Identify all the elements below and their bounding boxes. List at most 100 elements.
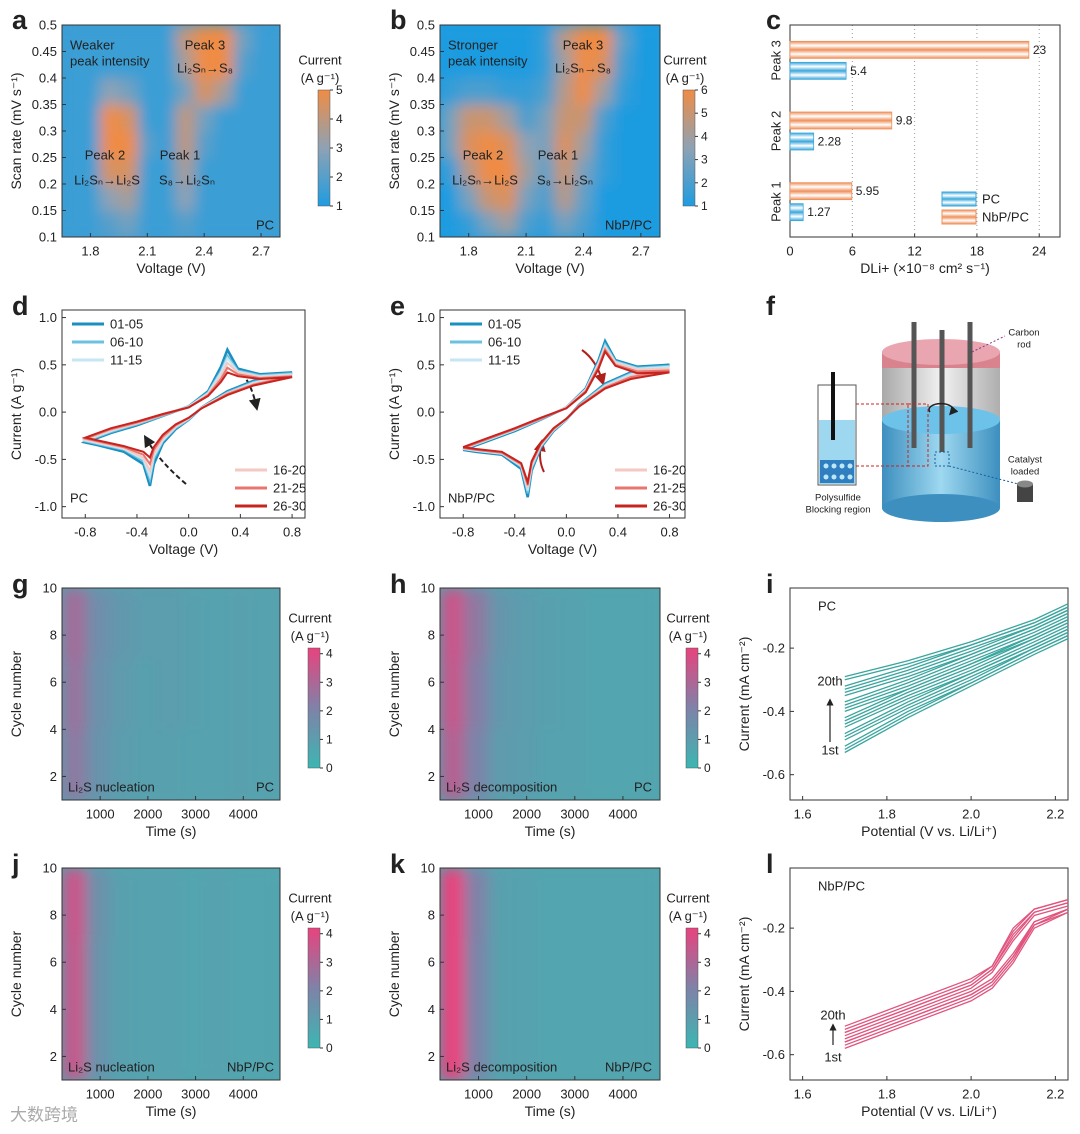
heatmap bbox=[440, 588, 660, 800]
x-tick-label: 1.6 bbox=[794, 1087, 812, 1102]
heatmap-cell bbox=[85, 588, 111, 660]
y-axis-title: Scan rate (mV s⁻¹) bbox=[8, 72, 24, 189]
heatmap-cell bbox=[464, 938, 489, 1010]
heatmap-cells bbox=[440, 868, 658, 1080]
heatmap-cell bbox=[194, 25, 215, 52]
heatmap-cell bbox=[99, 51, 120, 79]
colorbar bbox=[317, 89, 331, 207]
y-tick-label: 0.5 bbox=[39, 18, 57, 33]
y-tick-label: 0.35 bbox=[410, 97, 435, 112]
colorbar-tick-label: 4 bbox=[704, 927, 711, 941]
heatmap-cell bbox=[157, 868, 182, 940]
heatmap-cell bbox=[631, 210, 651, 237]
heatmap-cell bbox=[650, 25, 660, 52]
heatmap-cell bbox=[459, 131, 479, 158]
heatmap-cell bbox=[608, 1009, 634, 1080]
y-tick-label: 4 bbox=[50, 1002, 57, 1017]
y-tick-label: 2 bbox=[50, 769, 57, 784]
annotation: PC bbox=[634, 780, 652, 795]
plot-frame bbox=[789, 867, 1069, 1081]
annotation: 20th bbox=[820, 1008, 845, 1023]
heatmap-cell bbox=[612, 157, 632, 185]
colorbar-tick-label: 0 bbox=[326, 1041, 333, 1055]
heatmap-cell bbox=[85, 1009, 111, 1080]
bar bbox=[789, 40, 1030, 59]
heatmap-cell bbox=[270, 104, 280, 132]
heatmap-cell bbox=[137, 25, 158, 52]
diagram-label: rod bbox=[1017, 340, 1031, 351]
heatmap-cell bbox=[133, 1009, 158, 1080]
plot-frame bbox=[789, 24, 1061, 238]
heatmap-cell bbox=[109, 588, 135, 660]
heatmap-cell bbox=[650, 104, 660, 132]
heatmap-cell bbox=[270, 78, 280, 105]
heatmap-cell bbox=[62, 1009, 87, 1080]
heatmap-cell bbox=[631, 157, 651, 185]
heatmap-cell bbox=[80, 184, 101, 211]
annotation: peak intensity bbox=[70, 54, 150, 69]
plot-frame bbox=[439, 24, 661, 238]
x-tick-label: 4000 bbox=[608, 1087, 637, 1102]
heatmap-cell bbox=[440, 938, 465, 1010]
heatmap-cell bbox=[109, 729, 135, 800]
lsv-curve bbox=[844, 638, 1069, 754]
heatmap-cell bbox=[584, 938, 609, 1010]
y-tick-label: 0.1 bbox=[39, 230, 57, 245]
heatmap-cell bbox=[62, 131, 82, 158]
colorbar-tick-label: 4 bbox=[326, 927, 333, 941]
y-tick-label: 4 bbox=[428, 722, 435, 737]
heatmap-cell bbox=[478, 131, 498, 158]
x-tick-label: 4000 bbox=[229, 1087, 258, 1102]
heatmap-cell bbox=[512, 938, 537, 1010]
heatmap-cell bbox=[251, 131, 272, 158]
heatmap-cell bbox=[270, 131, 280, 158]
heatmap-cell bbox=[181, 588, 206, 660]
heatmap-cell bbox=[62, 184, 82, 211]
y-tick-label: 8 bbox=[428, 628, 435, 643]
heatmap-cell bbox=[80, 157, 101, 185]
heatmap-cell bbox=[560, 938, 585, 1010]
heatmap-cell bbox=[137, 51, 158, 79]
colorbar-tick-label: 4 bbox=[336, 112, 343, 126]
x-tick-label: 0.4 bbox=[609, 525, 627, 540]
heatmap-cell bbox=[516, 184, 537, 211]
annotation: PC bbox=[818, 599, 836, 614]
x-axis-title: Voltage (V) bbox=[149, 541, 218, 557]
colorbar bbox=[685, 927, 699, 1049]
colorbar-tick-label: 5 bbox=[336, 83, 343, 97]
heatmap-cell bbox=[560, 588, 585, 660]
heatmap-cell bbox=[156, 157, 177, 185]
plot-frame bbox=[439, 587, 661, 801]
heatmap-cell bbox=[270, 210, 280, 237]
heatmap-cell bbox=[584, 729, 609, 800]
heatmap-cell bbox=[488, 588, 513, 660]
heatmap-cell bbox=[440, 588, 465, 660]
heatmap-cell bbox=[631, 184, 651, 211]
colorbar-tick-label: 4 bbox=[701, 129, 708, 143]
heatmap-cell bbox=[497, 78, 518, 105]
y-tick-label: -0.2 bbox=[763, 921, 785, 936]
heatmap-cell bbox=[584, 1009, 609, 1080]
x-tick-label: 3000 bbox=[560, 1087, 589, 1102]
heatmap-cell bbox=[560, 658, 585, 730]
colorbar-tick-label: 1 bbox=[336, 199, 343, 213]
heatmap-cell bbox=[536, 1009, 561, 1080]
heatmap-cell bbox=[232, 210, 253, 237]
heatmap-cell bbox=[62, 157, 82, 185]
colorbar-tick-label: 4 bbox=[704, 647, 711, 661]
heatmap-cell bbox=[80, 104, 101, 132]
category-label: Peak 2 bbox=[769, 111, 784, 151]
annotation: NbP/PC bbox=[227, 1060, 274, 1075]
heatmap-cell bbox=[251, 210, 272, 237]
heatmap-cell bbox=[228, 868, 254, 940]
annotation: S₈→Li₂Sₙ bbox=[537, 173, 593, 188]
y-tick-label: 6 bbox=[428, 955, 435, 970]
x-tick-label: 3000 bbox=[181, 807, 210, 822]
heatmap-cell bbox=[194, 78, 215, 105]
heatmap-cell bbox=[270, 157, 280, 185]
lsv-curve bbox=[844, 898, 1069, 1031]
heatmap-cell bbox=[560, 1009, 585, 1080]
y-tick-label: -1.0 bbox=[413, 499, 435, 514]
heatmap-cell bbox=[512, 1009, 537, 1080]
heatmap-cell bbox=[512, 588, 537, 660]
